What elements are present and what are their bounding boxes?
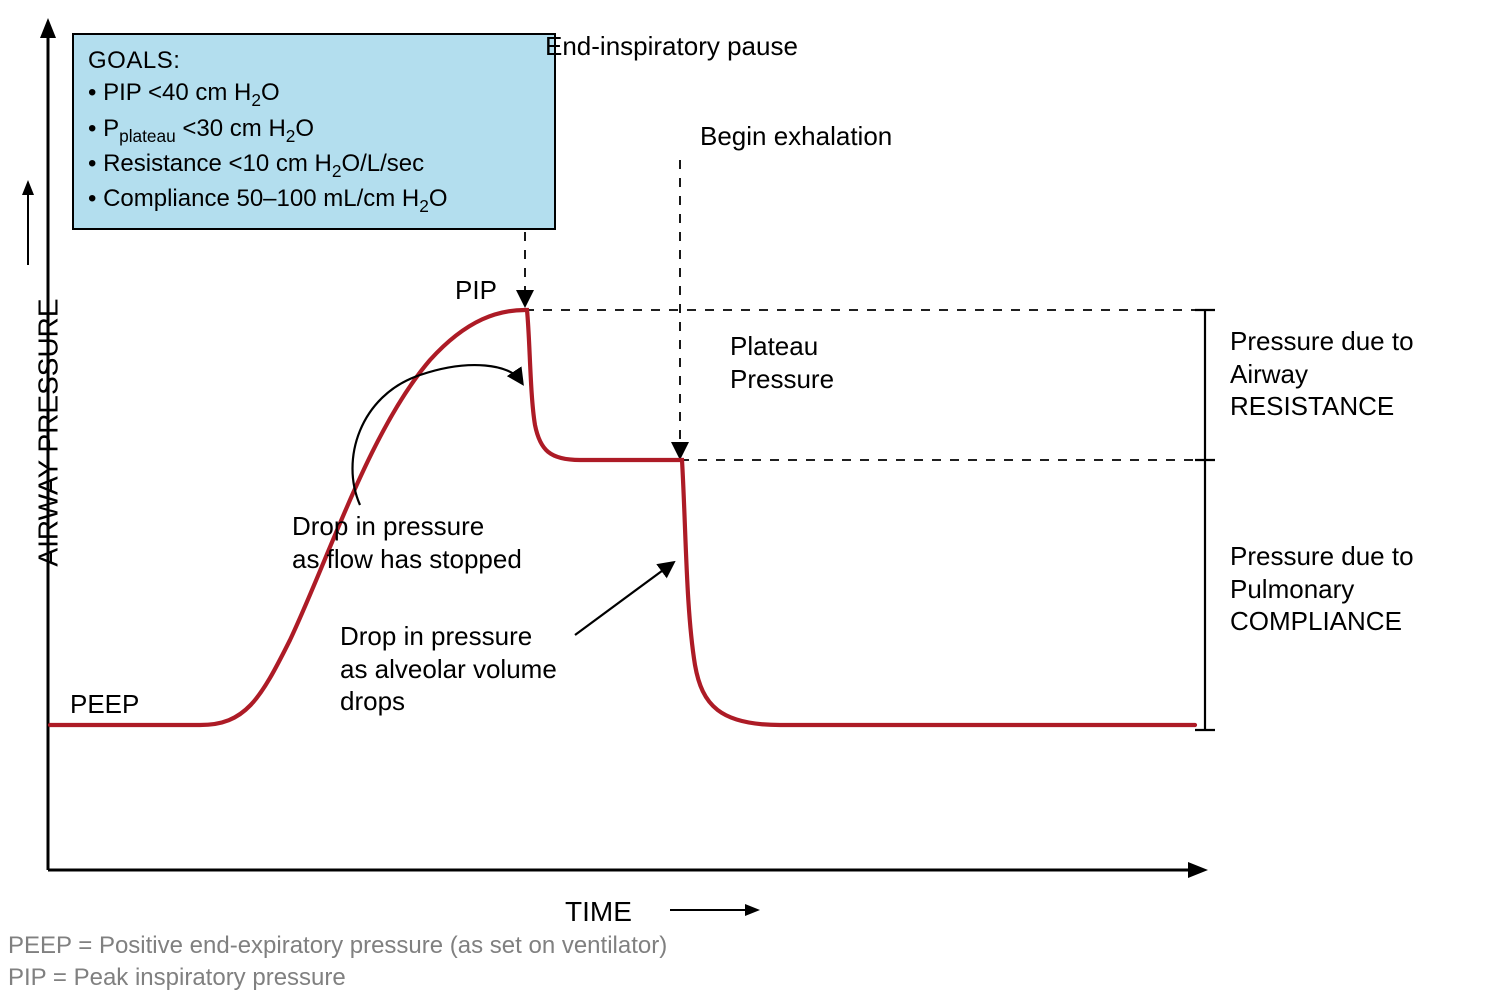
annotation-arrows	[353, 365, 671, 635]
y-axis-label: AIRWAY PRESSURE	[31, 293, 66, 573]
goals-header: GOALS:	[88, 45, 540, 77]
begin-exhalation-label: Begin exhalation	[700, 120, 892, 153]
y-axis-label-arrow	[22, 180, 34, 265]
goals-item: • PIP <40 cm H2O	[88, 77, 540, 112]
goals-box: GOALS: • PIP <40 cm H2O • Pplateau <30 c…	[72, 33, 556, 230]
reference-lines	[525, 310, 1195, 460]
goals-item: • Pplateau <30 cm H2O	[88, 113, 540, 148]
pip-label: PIP	[455, 274, 497, 307]
peep-label: PEEP	[70, 688, 139, 721]
goals-item: • Compliance 50–100 mL/cm H2O	[88, 183, 540, 218]
resistance-label: Pressure due to Airway RESISTANCE	[1230, 325, 1414, 423]
drop-alveolar-label: Drop in pressure as alveolar volume drop…	[340, 620, 557, 718]
goals-item: • Resistance <10 cm H2O/L/sec	[88, 148, 540, 183]
footnote-peep: PEEP = Positive end-expiratory pressure …	[8, 931, 667, 961]
figure-canvas: GOALS: • PIP <40 cm H2O • Pplateau <30 c…	[0, 0, 1500, 994]
drop-flow-stopped-label: Drop in pressure as flow has stopped	[292, 510, 522, 575]
footnote-pip: PIP = Peak inspiratory pressure	[8, 963, 346, 993]
x-axis-label: TIME	[565, 894, 632, 929]
end-inspiratory-pause-label: End-inspiratory pause	[545, 30, 798, 63]
plateau-pressure-label: Plateau Pressure	[730, 330, 834, 395]
right-bracket	[1195, 310, 1215, 730]
compliance-label: Pressure due to Pulmonary COMPLIANCE	[1230, 540, 1414, 638]
x-axis-label-arrow	[670, 904, 760, 916]
pressure-waveform	[50, 310, 1195, 725]
